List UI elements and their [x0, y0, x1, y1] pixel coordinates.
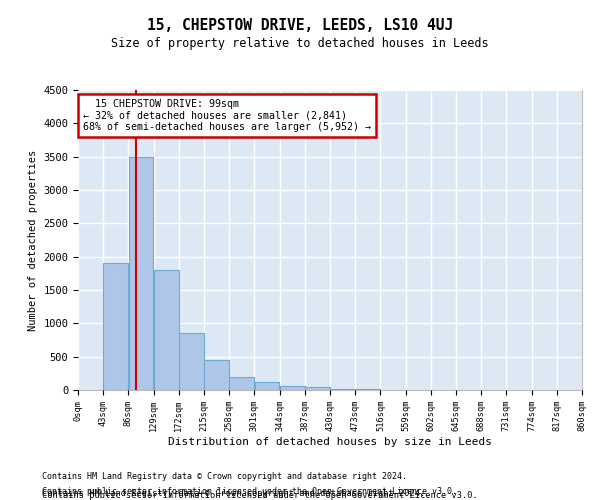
Bar: [204, 360, 229, 390]
Bar: [305, 388, 330, 390]
Bar: [280, 386, 305, 390]
Bar: [128, 156, 154, 390]
Text: Contains HM Land Registry data © Crown copyright and database right 2024.: Contains HM Land Registry data © Crown c…: [42, 472, 407, 481]
Y-axis label: Number of detached properties: Number of detached properties: [28, 150, 38, 330]
Bar: [229, 376, 254, 390]
Text: Size of property relative to detached houses in Leeds: Size of property relative to detached ho…: [111, 38, 489, 51]
Text: Contains HM Land Registry data © Crown copyright and database right 2024.: Contains HM Land Registry data © Crown c…: [42, 488, 425, 498]
Text: 15 CHEPSTOW DRIVE: 99sqm
← 32% of detached houses are smaller (2,841)
68% of sem: 15 CHEPSTOW DRIVE: 99sqm ← 32% of detach…: [83, 99, 371, 132]
Text: Contains public sector information licensed under the Open Government Licence v3: Contains public sector information licen…: [42, 491, 478, 500]
Bar: [103, 264, 128, 390]
Text: 15, CHEPSTOW DRIVE, LEEDS, LS10 4UJ: 15, CHEPSTOW DRIVE, LEEDS, LS10 4UJ: [147, 18, 453, 32]
Bar: [179, 334, 204, 390]
Text: Contains public sector information licensed under the Open Government Licence v3: Contains public sector information licen…: [42, 488, 457, 496]
X-axis label: Distribution of detached houses by size in Leeds: Distribution of detached houses by size …: [168, 437, 492, 447]
Bar: [154, 270, 179, 390]
Bar: [330, 388, 355, 390]
Bar: [254, 382, 280, 390]
